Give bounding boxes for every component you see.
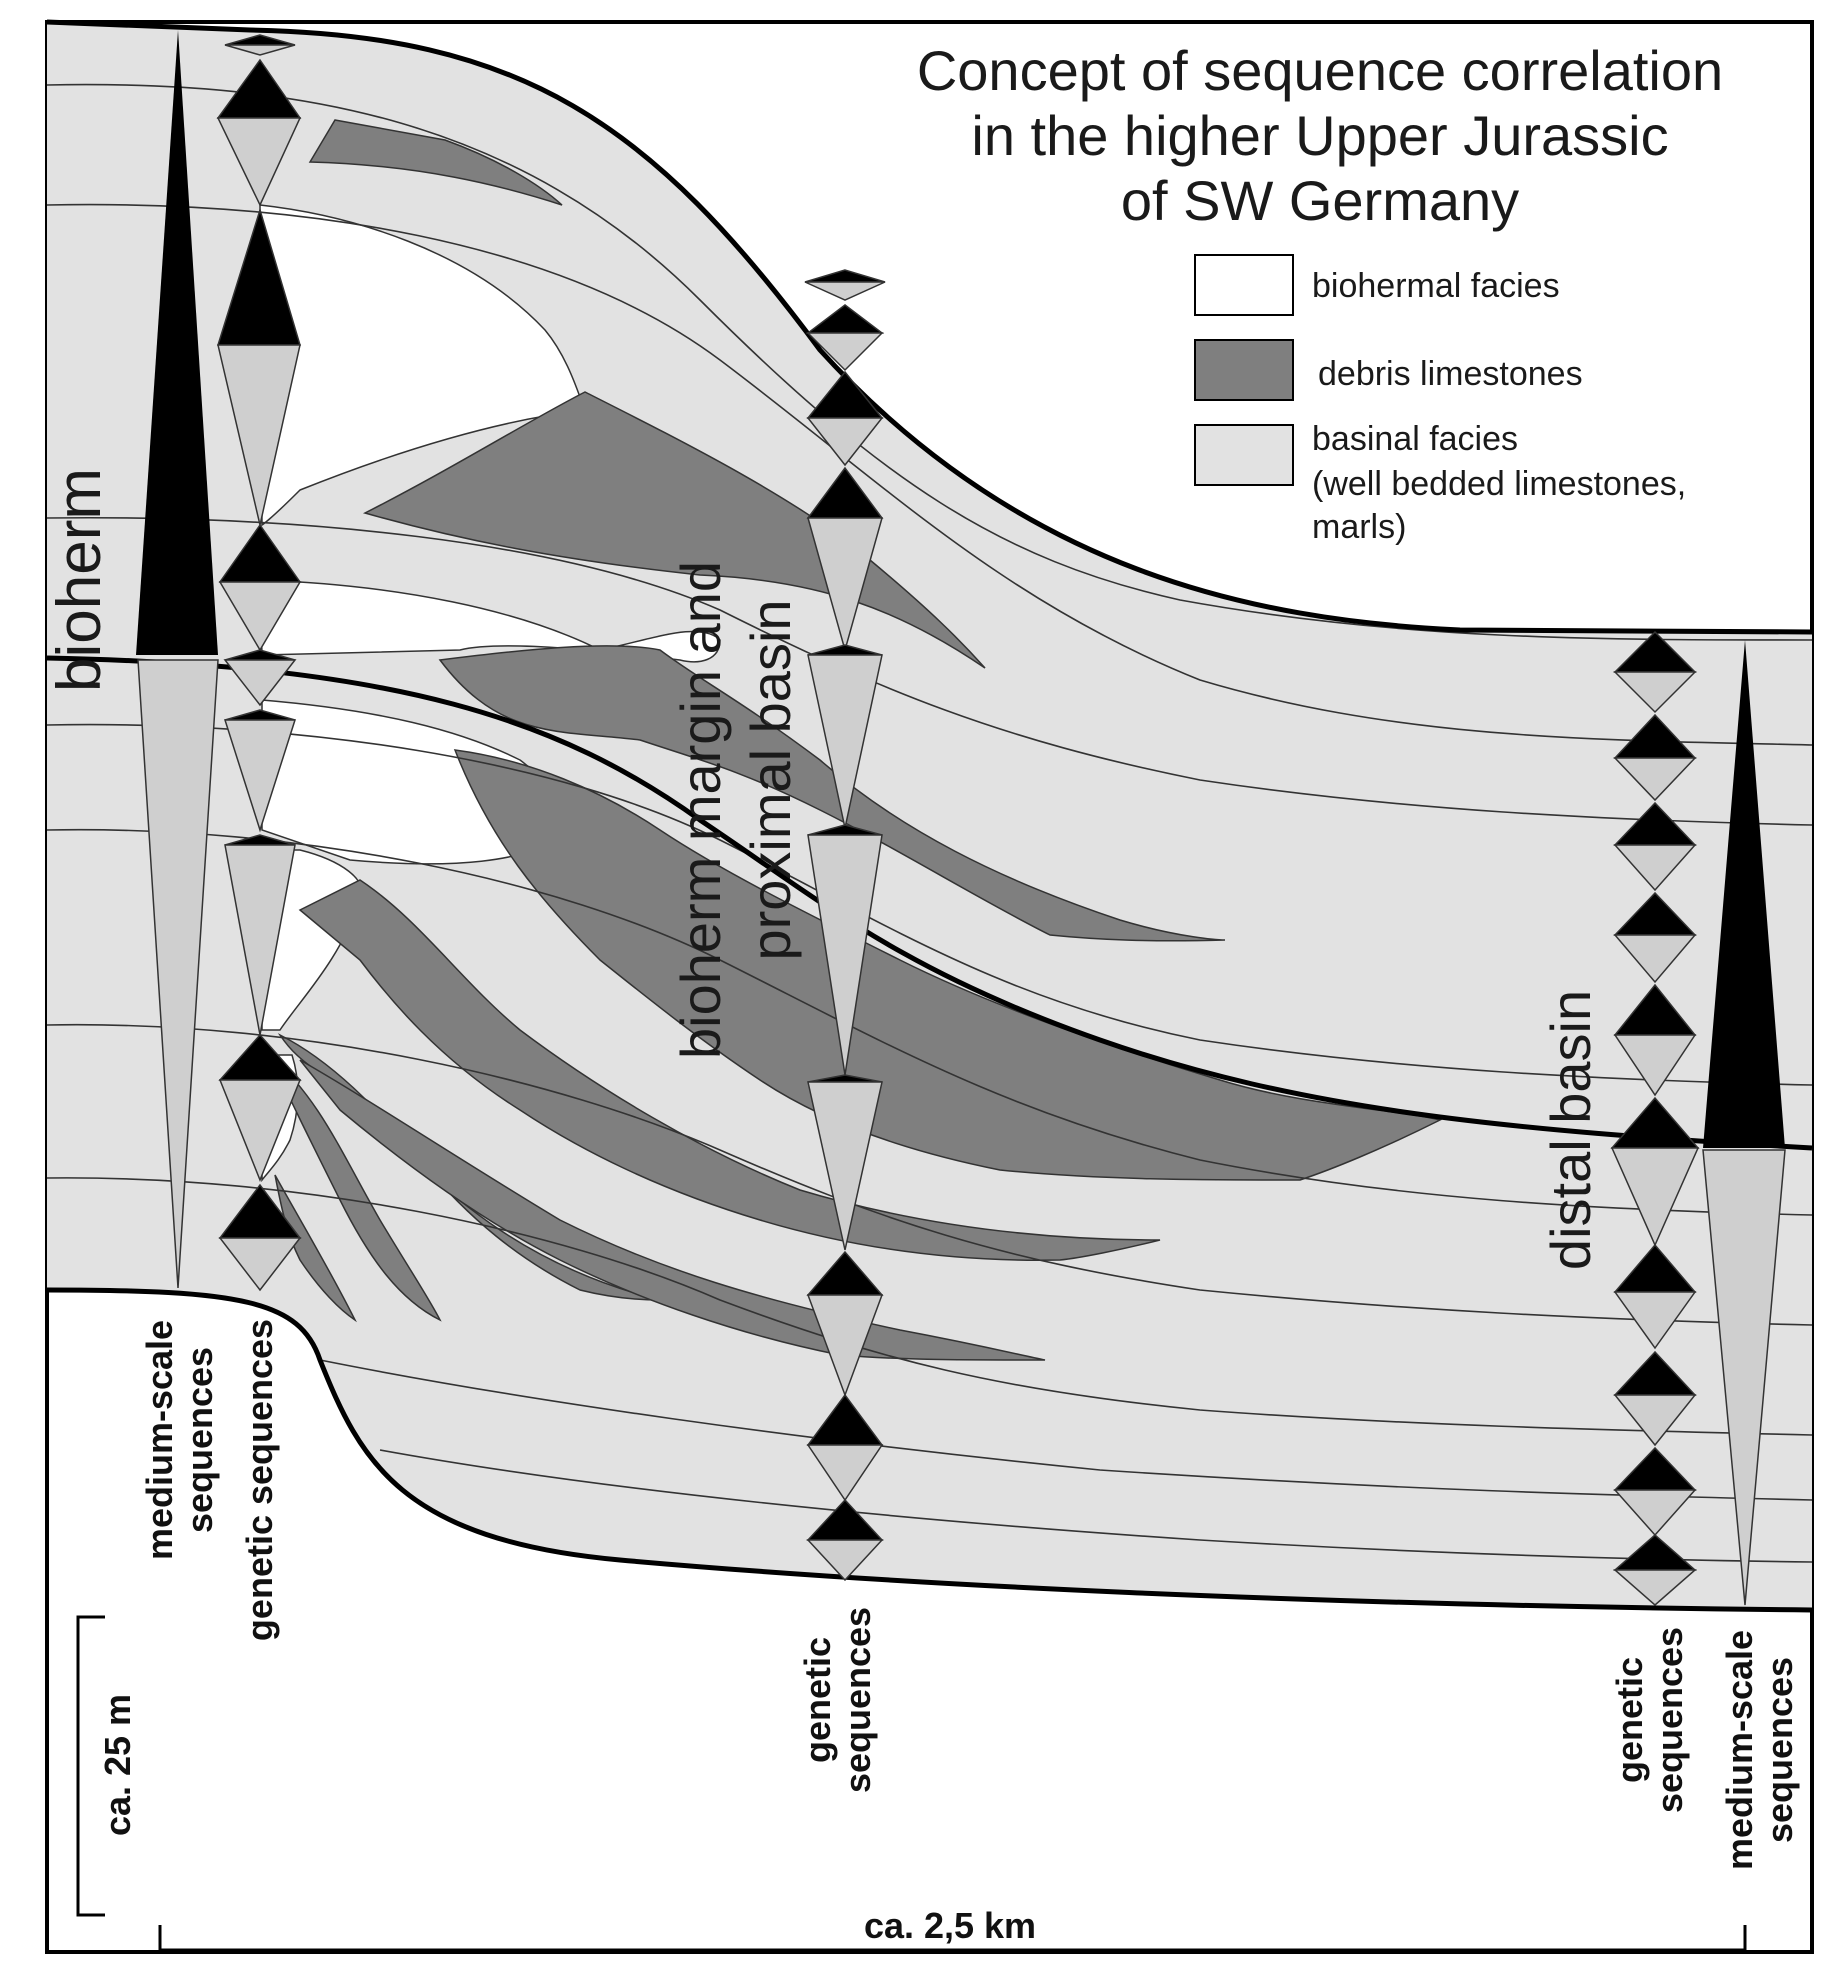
title-line-3: of SW Germany bbox=[1121, 169, 1519, 232]
label-left-medium-1: medium-scale bbox=[139, 1320, 180, 1560]
zone-bioherm: bioherm bbox=[45, 468, 114, 692]
vertical-scale-label: ca. 25 m bbox=[97, 1694, 138, 1836]
horizontal-scale-bar bbox=[158, 1925, 1747, 1952]
debris-tongue-8 bbox=[299, 1059, 1046, 1361]
debris-tongue-4 bbox=[453, 749, 1443, 1181]
debris-tongue-2 bbox=[362, 391, 986, 669]
horizontal-scale-label: ca. 2,5 km bbox=[864, 1905, 1036, 1946]
zone-margin-line2: proximal basin bbox=[739, 599, 802, 960]
vertical-scale-bar bbox=[76, 1615, 105, 1917]
zone-margin-line1: bioherm margin and bbox=[669, 561, 732, 1059]
left-medium-transgressive bbox=[136, 30, 218, 655]
left-medium-regressive bbox=[137, 659, 219, 1289]
left-genetic-column bbox=[216, 34, 302, 1292]
legend-swatch-basinal bbox=[1194, 424, 1294, 486]
legend-note-line1: (well bedded limestones, bbox=[1312, 465, 1686, 503]
label-right-genetic-2: sequences bbox=[1649, 1627, 1690, 1813]
legend-swatch-biohermal bbox=[1194, 254, 1294, 316]
debris-tongue-1 bbox=[308, 119, 563, 206]
legend-swatch-debris bbox=[1194, 339, 1294, 401]
legend-label-biohermal: biohermal facies bbox=[1312, 267, 1560, 305]
zone-distal-basin: distal basin bbox=[1539, 990, 1602, 1270]
label-left-medium-2: sequences bbox=[179, 1347, 220, 1533]
title-line-2: in the higher Upper Jurassic bbox=[971, 104, 1668, 167]
legend-label-basinal: basinal facies bbox=[1312, 420, 1518, 458]
debris-tongue-7 bbox=[269, 1054, 442, 1322]
right-medium-transgressive bbox=[1703, 640, 1785, 1148]
right-medium-regressive bbox=[1702, 1149, 1786, 1606]
label-mid-genetic-2: sequences bbox=[837, 1607, 878, 1793]
label-mid-genetic-1: genetic bbox=[797, 1637, 838, 1763]
debris-tongue-3 bbox=[438, 645, 1226, 942]
correlation-lines bbox=[46, 83, 1813, 1563]
label-left-genetic: genetic sequences bbox=[239, 1319, 280, 1641]
master-boundaries bbox=[46, 19, 1813, 1613]
legend-label-debris: debris limestones bbox=[1318, 355, 1583, 393]
middle-genetic-column bbox=[804, 269, 886, 1582]
label-right-medium-2: sequences bbox=[1759, 1657, 1800, 1843]
label-right-genetic-1: genetic bbox=[1609, 1657, 1650, 1783]
title-line-1: Concept of sequence correlation bbox=[917, 39, 1723, 102]
label-right-medium-1: medium-scale bbox=[1719, 1630, 1760, 1870]
right-genetic-column bbox=[1610, 630, 1700, 1606]
legend-note-line2: marls) bbox=[1312, 508, 1406, 546]
